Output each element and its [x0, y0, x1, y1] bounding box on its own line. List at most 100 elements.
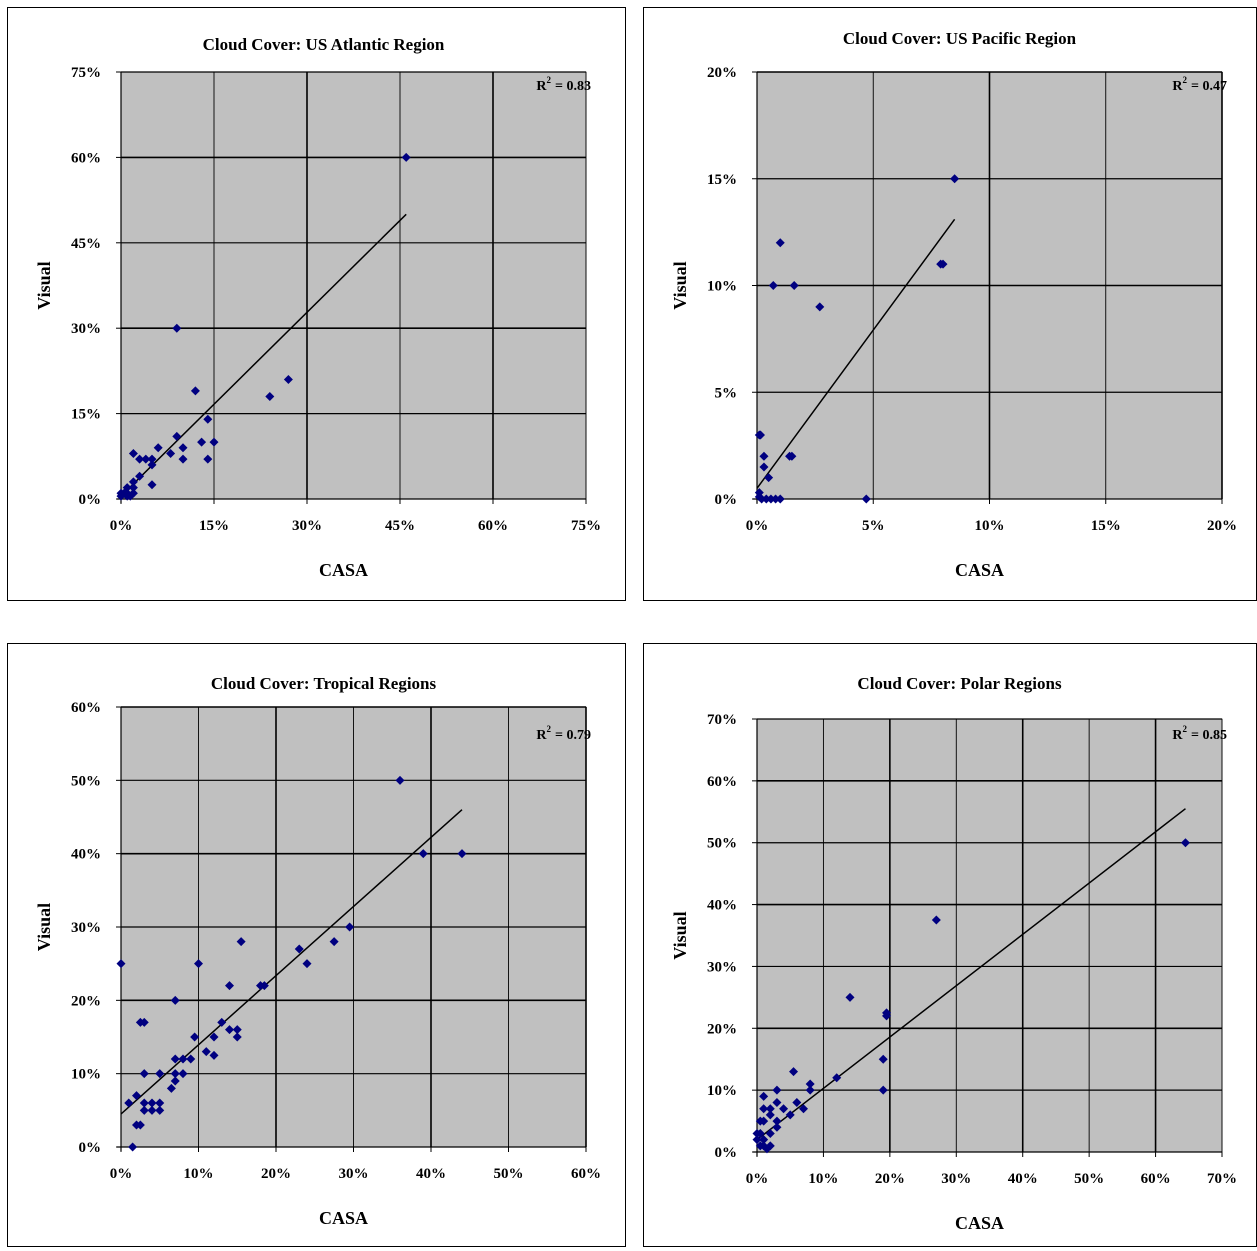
data-point: [772, 1116, 782, 1126]
data-point: [789, 1067, 799, 1077]
data-point: [345, 922, 355, 932]
y-tick-label: 60%: [707, 774, 737, 790]
y-tick-label: 50%: [707, 836, 737, 852]
data-point: [124, 1098, 134, 1108]
data-point: [766, 494, 776, 504]
data-point: [759, 1104, 769, 1114]
y-tick-label: 70%: [707, 712, 737, 728]
data-point: [166, 448, 176, 458]
data-point: [190, 386, 200, 396]
y-tick-label: 10%: [71, 1067, 101, 1083]
data-point: [779, 1104, 789, 1114]
y-tick-label: 20%: [707, 65, 737, 81]
y-tick-label: 45%: [71, 236, 101, 252]
chart-title: Cloud Cover: US Pacific Region: [843, 29, 1077, 48]
trendline: [120, 213, 407, 497]
chart-panel-pacific: 0% 5% 10% 15% 20% 0% 5% 10% 15% 20% Cloud Cover: U…: [643, 7, 1257, 601]
trendline: [120, 809, 463, 1115]
r-squared-exponent: 2: [547, 75, 552, 85]
data-point: [225, 1025, 234, 1035]
data-point: [787, 451, 797, 461]
data-point: [1180, 838, 1190, 848]
data-point: [147, 460, 157, 470]
plot-area: [120, 71, 587, 500]
data-point: [139, 1105, 149, 1115]
y-tick-label: 20%: [71, 993, 101, 1009]
x-tick-label: 75%: [571, 518, 601, 534]
chart-title: Cloud Cover: US Atlantic Region: [203, 35, 445, 54]
x-tick-label: 10%: [808, 1171, 838, 1187]
data-point: [772, 1122, 782, 1132]
x-tick-label: 50%: [1074, 1171, 1104, 1187]
r-squared-symbol: R: [1172, 79, 1183, 94]
chart-panel-atlantic: 0% 15% 30% 45% 60% 75% 0% 15% 30% 45% 60% 75% Cloud …: [7, 7, 626, 601]
x-axis-label: CASA: [955, 560, 1004, 580]
data-point: [768, 281, 778, 290]
data-point: [147, 1105, 157, 1115]
x-tick-label: 40%: [416, 1166, 446, 1182]
data-point: [203, 454, 213, 464]
data-point: [259, 981, 269, 991]
data-point: [186, 1054, 196, 1064]
chart-title: Cloud Cover: Polar Regions: [857, 674, 1062, 693]
data-point: [116, 959, 126, 969]
y-tick-label: 5%: [715, 385, 738, 401]
y-axis-label: Visual: [34, 261, 54, 309]
y-axis-label: Visual: [670, 261, 690, 309]
data-point: [209, 1050, 219, 1060]
data-point: [135, 454, 145, 464]
data-point: [950, 174, 960, 184]
y-tick-label: 15%: [71, 407, 101, 423]
data-point: [759, 451, 769, 461]
data-point: [178, 454, 188, 464]
data-point: [128, 477, 138, 487]
data-point: [752, 1135, 762, 1145]
y-axis-label: Visual: [670, 911, 690, 959]
r-squared-label: R2 = 0.79: [536, 724, 591, 743]
x-tick-label: 30%: [292, 518, 322, 534]
x-axis-label: CASA: [319, 560, 368, 580]
data-point: [418, 849, 428, 859]
x-tick-label: 40%: [1008, 1171, 1038, 1187]
data-point: [197, 437, 207, 447]
r-squared-value: = 0.85: [1191, 728, 1227, 743]
data-point: [759, 1135, 769, 1145]
x-tick-label: 60%: [478, 518, 508, 534]
data-point: [805, 1085, 815, 1095]
data-point: [775, 494, 785, 504]
x-tick-label: 45%: [385, 518, 415, 534]
data-point: [135, 471, 145, 481]
data-point: [172, 431, 182, 441]
data-point: [761, 494, 771, 504]
data-point: [155, 1069, 165, 1079]
r-squared-label: R2 = 0.47: [1172, 75, 1227, 94]
data-point: [792, 1098, 802, 1108]
r-squared-symbol: R: [1172, 728, 1183, 743]
data-point: [217, 1017, 227, 1027]
data-point: [128, 483, 138, 493]
r-squared-label: R2 = 0.83: [536, 75, 591, 94]
data-point: [201, 1047, 211, 1057]
chart-panel-tropical: 0% 10% 20% 30% 40% 50% 60% 0% 10% 20% 30% 40% 50% 60%…: [7, 643, 626, 1247]
y-tick-label: 30%: [71, 321, 101, 337]
y-tick-label: 10%: [707, 1083, 737, 1099]
data-point: [155, 1098, 165, 1108]
data-point: [882, 1008, 892, 1018]
data-point: [141, 454, 151, 464]
data-point: [225, 981, 234, 991]
data-point: [147, 1098, 157, 1108]
x-tick-label: 0%: [110, 518, 133, 534]
data-point: [132, 1091, 141, 1101]
r-squared-value: = 0.47: [1191, 79, 1227, 94]
y-tick-label: 0%: [715, 1145, 738, 1161]
data-point: [762, 1144, 772, 1154]
y-tick-label: 60%: [71, 150, 101, 166]
data-point: [765, 1104, 775, 1114]
data-point: [755, 1141, 765, 1151]
x-tick-label: 0%: [746, 1171, 769, 1187]
data-point: [772, 1085, 782, 1095]
data-point: [755, 1116, 765, 1126]
x-tick-label: 0%: [746, 518, 769, 534]
data-point: [805, 1079, 815, 1089]
y-tick-label: 40%: [707, 898, 737, 914]
